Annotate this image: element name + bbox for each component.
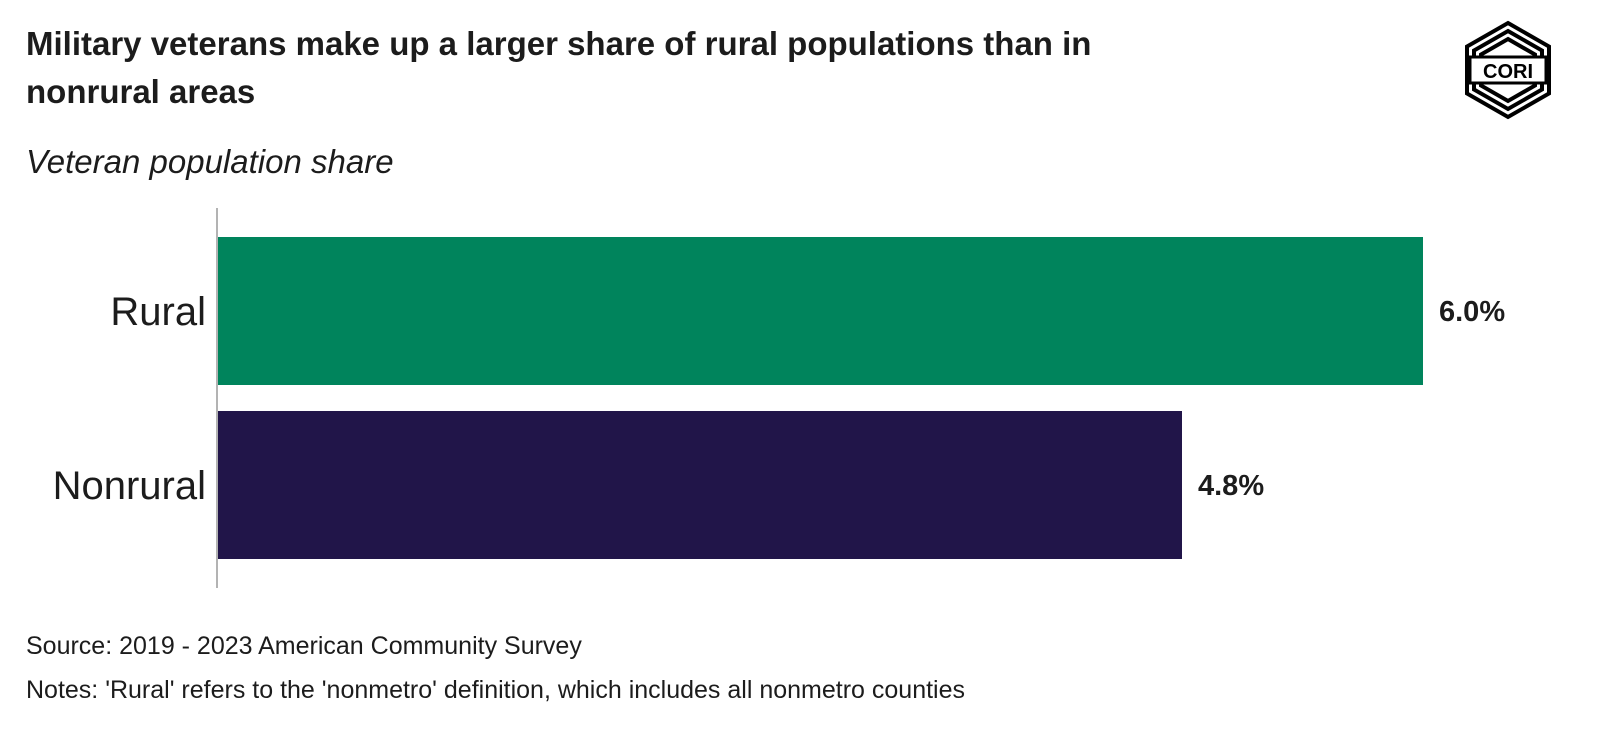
logo-text: CORI <box>1483 61 1533 83</box>
chart-title: Military veterans make up a larger share… <box>26 25 1092 110</box>
source-note: Source: 2019 - 2023 American Community S… <box>26 632 582 660</box>
chart-subtitle: Veteran population share <box>26 143 394 180</box>
notes-text: Notes: 'Rural' refers to the 'nonmetro' … <box>26 676 966 704</box>
bar-rural <box>218 237 1423 385</box>
category-label-nonrural: Nonrural <box>53 464 206 508</box>
category-label-rural: Rural <box>110 290 206 334</box>
value-label-nonrural: 4.8% <box>1198 470 1264 502</box>
cori-logo-graphic: CORI <box>1465 20 1551 120</box>
cori-logo-icon: CORI <box>1458 20 1558 120</box>
value-label-rural: 6.0% <box>1439 296 1505 328</box>
bar-nonrural <box>218 411 1182 559</box>
